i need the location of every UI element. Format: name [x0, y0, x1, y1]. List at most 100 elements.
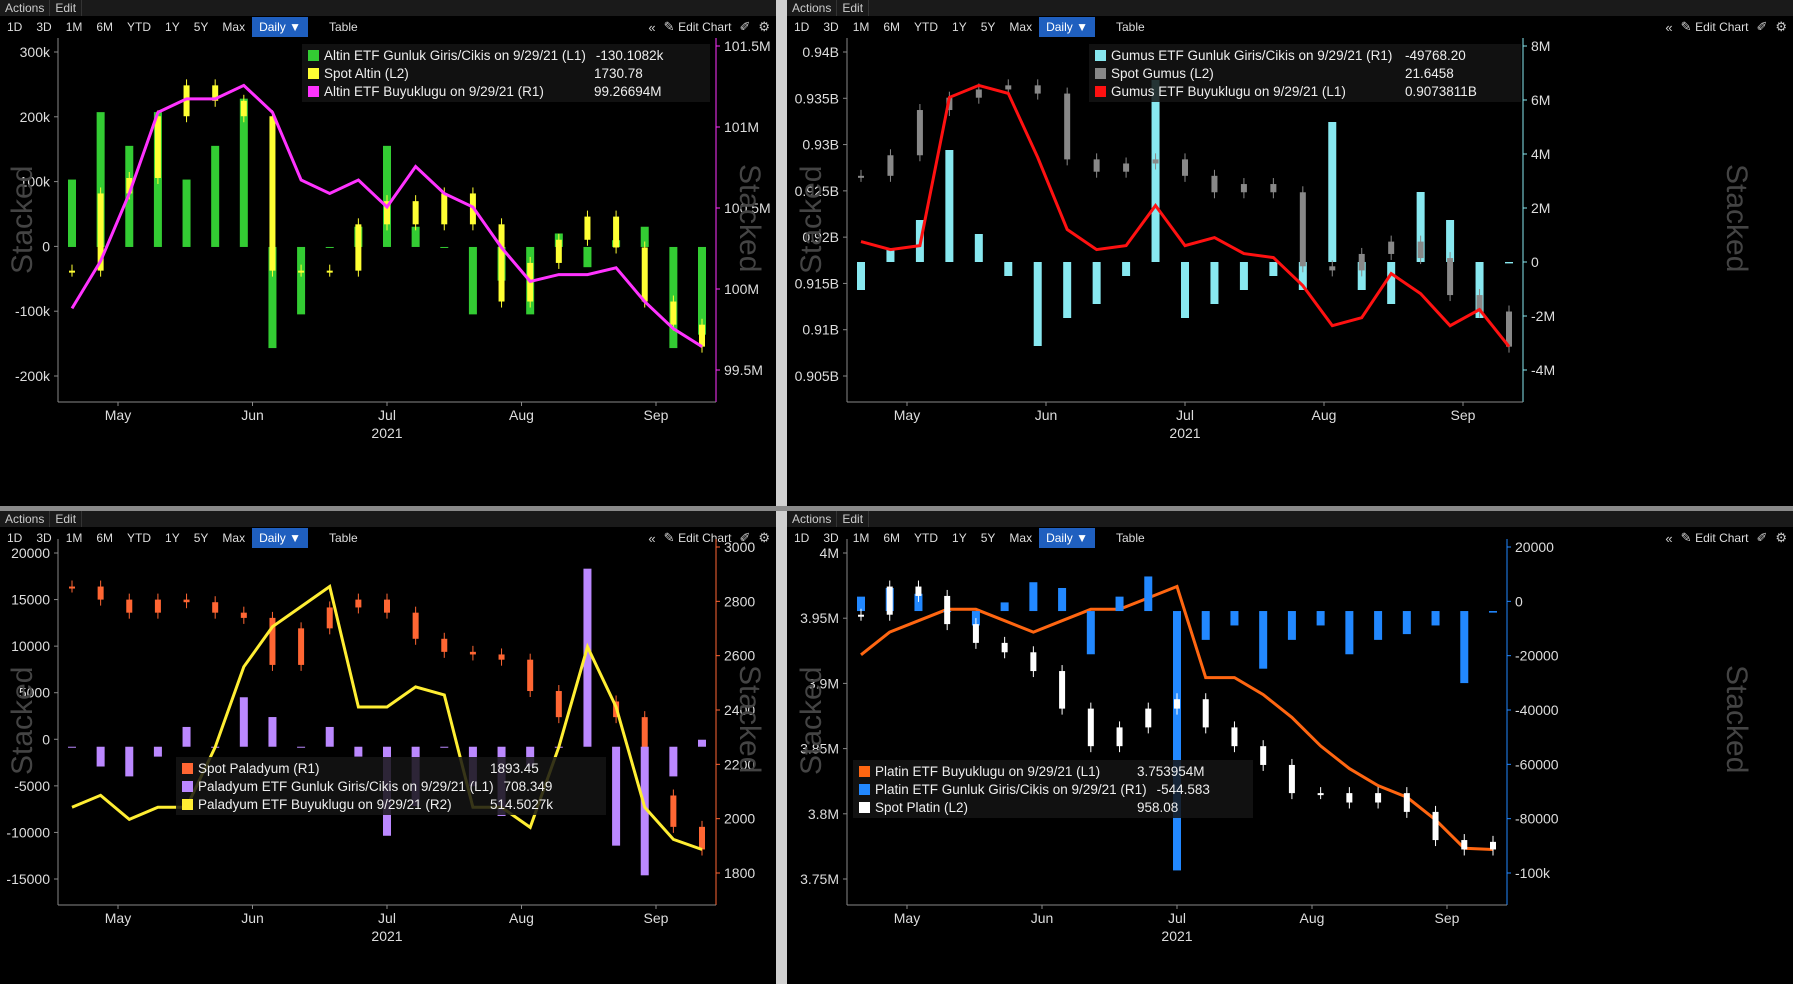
range-button-6m[interactable]: 6M — [883, 531, 901, 545]
range-button-3d[interactable]: 3D — [36, 531, 52, 545]
edit-box-icon[interactable]: ✐ — [739, 530, 751, 545]
range-button-1y[interactable]: 1Y — [952, 20, 967, 34]
candle-body — [1059, 671, 1066, 709]
candle-body — [1432, 811, 1439, 841]
range-button-max[interactable]: Max — [1009, 531, 1033, 545]
table-button[interactable]: Table — [1115, 20, 1145, 34]
pencil-icon: ✎ — [663, 19, 679, 34]
range-button-5y[interactable]: 5Y — [980, 531, 996, 545]
double-chevron-left-icon[interactable]: « — [1665, 530, 1673, 546]
double-chevron-left-icon[interactable]: « — [1665, 19, 1673, 35]
range-button-max[interactable]: Max — [1009, 20, 1033, 34]
legend-item[interactable]: Platin ETF Buyuklugu on 9/29/21 (L1) 3.75… — [859, 762, 1247, 780]
legend-item[interactable]: Spot Paladyum (R1) 1893.45 — [182, 759, 600, 777]
candle-body — [441, 638, 448, 652]
vertical-panel-divider[interactable] — [776, 0, 787, 984]
range-button-1m[interactable]: 1M — [65, 531, 83, 545]
frequency-dropdown[interactable]: Daily ▼ — [1039, 17, 1095, 37]
edit-chart-button[interactable]: ✎ Edit Chart — [1681, 19, 1749, 35]
range-button-1m[interactable]: 1M — [852, 20, 870, 34]
edit-menu[interactable]: Edit — [837, 511, 870, 527]
gear-icon[interactable]: ⚙ — [758, 19, 770, 34]
edit-chart-label: Edit Chart — [678, 531, 732, 545]
actions-menu[interactable]: Actions — [0, 0, 51, 16]
legend-item[interactable]: Gumus ETF Buyuklugu on 9/29/21 (L1) 0.907… — [1095, 82, 1515, 100]
candle-body — [69, 586, 75, 589]
candle-body — [355, 599, 362, 608]
edit-box-icon[interactable]: ✐ — [1756, 530, 1768, 545]
range-button-1y[interactable]: 1Y — [165, 531, 180, 545]
table-button[interactable]: Table — [1115, 531, 1145, 545]
range-button-5y[interactable]: 5Y — [193, 531, 209, 545]
left-tick-label: 300k — [20, 44, 51, 60]
range-button-3d[interactable]: 3D — [823, 20, 839, 34]
double-chevron-left-icon[interactable]: « — [648, 530, 656, 546]
legend-series-value: 1730.78 — [594, 65, 643, 81]
right-tick-label: 0 — [1531, 254, 1539, 270]
flow-bar — [1374, 611, 1383, 640]
candle-body — [1476, 295, 1483, 312]
double-chevron-left-icon[interactable]: « — [648, 19, 656, 35]
range-button-1d[interactable]: 1D — [7, 20, 23, 34]
flow-bar — [1151, 80, 1160, 262]
candle-body — [1403, 793, 1410, 812]
legend-item[interactable]: Paladyum ETF Buyuklugu on 9/29/21 (R2) 51… — [182, 795, 600, 813]
range-button-ytd[interactable]: YTD — [127, 531, 152, 545]
actions-menu[interactable]: Actions — [0, 511, 51, 527]
range-button-max[interactable]: Max — [222, 20, 246, 34]
range-button-3d[interactable]: 3D — [823, 531, 839, 545]
legend-item[interactable]: Paladyum ETF Gunluk Giris/Cikis on 9/29/… — [182, 777, 600, 795]
range-button-ytd[interactable]: YTD — [914, 20, 939, 34]
flow-bar — [974, 234, 983, 262]
legend-item[interactable]: Altin ETF Buyuklugu on 9/29/21 (R1) 99.26… — [308, 82, 704, 100]
range-button-1d[interactable]: 1D — [794, 531, 810, 545]
range-button-3d[interactable]: 3D — [36, 20, 52, 34]
frequency-dropdown[interactable]: Daily ▼ — [252, 528, 308, 548]
legend-item[interactable]: Altin ETF Gunluk Giris/Cikis on 9/29/21 … — [308, 46, 704, 64]
edit-menu[interactable]: Edit — [50, 0, 83, 16]
range-button-6m[interactable]: 6M — [883, 20, 901, 34]
table-button[interactable]: Table — [328, 531, 358, 545]
stacked-label-left: Stacked — [795, 165, 828, 274]
range-button-1d[interactable]: 1D — [7, 531, 23, 545]
edit-box-icon[interactable]: ✐ — [1756, 19, 1768, 34]
gear-icon[interactable]: ⚙ — [1775, 530, 1787, 545]
table-button[interactable]: Table — [328, 20, 358, 34]
range-button-ytd[interactable]: YTD — [914, 531, 939, 545]
range-button-1m[interactable]: 1M — [65, 20, 83, 34]
legend-item[interactable]: Platin ETF Gunluk Giris/Cikis on 9/29/21… — [859, 780, 1247, 798]
flow-bar — [857, 262, 865, 290]
range-button-1m[interactable]: 1M — [852, 531, 870, 545]
range-button-max[interactable]: Max — [222, 531, 246, 545]
range-button-ytd[interactable]: YTD — [127, 20, 152, 34]
year-label: 2021 — [371, 425, 402, 441]
legend-item[interactable]: Spot Platin (L2) 958.08 — [859, 798, 1247, 816]
edit-menu[interactable]: Edit — [837, 0, 870, 16]
actions-menu[interactable]: Actions — [787, 0, 838, 16]
legend-item[interactable]: Spot Altin (L2) 1730.78 — [308, 64, 704, 82]
gear-icon[interactable]: ⚙ — [1775, 19, 1787, 34]
range-button-5y[interactable]: 5Y — [980, 20, 996, 34]
edit-chart-button[interactable]: ✎ Edit Chart — [1681, 530, 1749, 546]
gear-icon[interactable]: ⚙ — [758, 530, 770, 545]
range-button-1y[interactable]: 1Y — [952, 531, 967, 545]
flow-bar — [68, 179, 76, 247]
edit-menu[interactable]: Edit — [50, 511, 83, 527]
edit-chart-button[interactable]: ✎ Edit Chart — [664, 530, 732, 546]
frequency-dropdown[interactable]: Daily ▼ — [1039, 528, 1095, 548]
actions-menu[interactable]: Actions — [787, 511, 838, 527]
edit-chart-button[interactable]: ✎ Edit Chart — [664, 19, 732, 35]
range-button-6m[interactable]: 6M — [96, 531, 114, 545]
frequency-dropdown[interactable]: Daily ▼ — [252, 17, 308, 37]
legend-item[interactable]: Gumus ETF Gunluk Giris/Cikis on 9/29/21 … — [1095, 46, 1515, 64]
legend-item[interactable]: Spot Gumus (L2) 21.6458 — [1095, 64, 1515, 82]
flow-bar — [1210, 262, 1219, 304]
range-button-6m[interactable]: 6M — [96, 20, 114, 34]
month-label: Jul — [1168, 910, 1186, 926]
edit-box-icon[interactable]: ✐ — [739, 19, 751, 34]
range-button-5y[interactable]: 5Y — [193, 20, 209, 34]
horizontal-panel-divider[interactable] — [0, 506, 1793, 511]
range-button-1y[interactable]: 1Y — [165, 20, 180, 34]
candle-body — [1202, 699, 1209, 728]
range-button-1d[interactable]: 1D — [794, 20, 810, 34]
